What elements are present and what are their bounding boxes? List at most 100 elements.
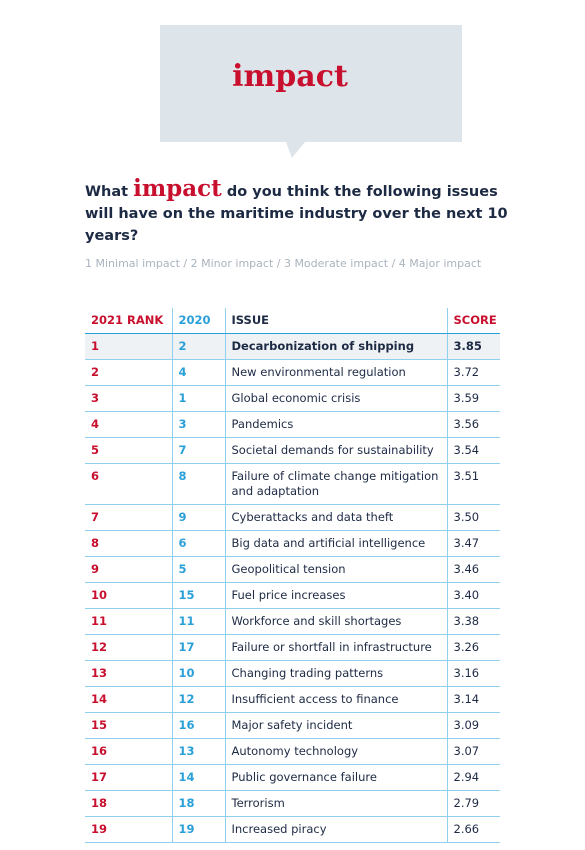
issue-cell: Societal demands for sustainability [224,437,447,464]
table-row: 2 4 New environmental regulation 3.72 [85,359,500,386]
score-cell: 3.26 [446,634,500,661]
issue-cell: Changing trading patterns [224,660,447,687]
issue-cell: Failure of climate change mitigation and… [224,463,447,505]
issue-cell: Big data and artificial intelligence [224,530,447,557]
header-rank-2021: 2021 RANK [85,308,172,334]
issue-cell: Autonomy technology [224,738,447,765]
issue-cell: Insufficient access to finance [224,686,447,713]
rank-2021-cell: 1 [85,333,172,360]
rank-2021-cell: 3 [85,385,172,412]
table-row: 18 18 Terrorism 2.79 [85,790,500,817]
table-row: 3 1 Global economic crisis 3.59 [85,385,500,412]
rank-2020-cell: 16 [171,712,225,739]
rank-2021-cell: 15 [85,712,172,739]
bubble-shape [160,25,462,158]
score-cell: 3.46 [446,556,500,583]
score-cell: 2.66 [446,816,500,843]
rank-2021-cell: 10 [85,582,172,609]
score-cell: 3.40 [446,582,500,609]
rank-2020-cell: 17 [171,634,225,661]
rank-2021-cell: 6 [85,463,172,505]
rank-2020-cell: 10 [171,660,225,687]
bubble-word: impact [232,59,348,94]
issue-cell: Geopolitical tension [224,556,447,583]
table-row: 9 5 Geopolitical tension 3.46 [85,556,500,583]
ranking-table: 2021 RANK 2020 ISSUE SCORE 1 2 Decarbonizatio… [85,308,500,843]
header-issue: ISSUE [224,308,447,334]
rank-2021-cell: 16 [85,738,172,765]
table-row: 8 6 Big data and artificial intelligence 3.… [85,530,500,557]
rank-2020-cell: 12 [171,686,225,713]
table-row: 5 7 Societal demands for sustainability 3.5… [85,437,500,464]
table-row: 6 8 Failure of climate change mitigation a… [85,463,500,505]
header-score: SCORE [446,308,500,334]
rank-2020-cell: 9 [171,504,225,531]
rank-2021-cell: 8 [85,530,172,557]
issue-cell: Terrorism [224,790,447,817]
score-cell: 3.85 [446,333,500,360]
scale-legend: 1 Minimal impact / 2 Minor impact / 3 Mo… [85,257,482,270]
score-cell: 3.51 [446,463,500,505]
score-cell: 3.72 [446,359,500,386]
rank-2021-cell: 4 [85,411,172,438]
table-row: 10 15 Fuel price increases 3.40 [85,582,500,609]
rank-2020-cell: 7 [171,437,225,464]
rank-2020-cell: 19 [171,816,225,843]
score-cell: 3.59 [446,385,500,412]
rank-2021-cell: 2 [85,359,172,386]
score-cell: 3.14 [446,686,500,713]
rank-2021-cell: 17 [85,764,172,791]
score-cell: 3.54 [446,437,500,464]
issue-cell: New environmental regulation [224,359,447,386]
rank-2020-cell: 18 [171,790,225,817]
score-cell: 3.47 [446,530,500,557]
rank-2020-cell: 3 [171,411,225,438]
table-row: 14 12 Insufficient access to finance 3.14 [85,686,500,713]
table-row: 7 9 Cyberattacks and data theft 3.50 [85,504,500,531]
rank-2021-cell: 18 [85,790,172,817]
score-cell: 3.09 [446,712,500,739]
score-cell: 3.56 [446,411,500,438]
rank-2020-cell: 4 [171,359,225,386]
issue-cell: Failure or shortfall in infrastructure [224,634,447,661]
score-cell: 3.16 [446,660,500,687]
table-row: 12 17 Failure or shortfall in infrastructu… [85,634,500,661]
table-row: 15 16 Major safety incident 3.09 [85,712,500,739]
table-row: 4 3 Pandemics 3.56 [85,411,500,438]
rank-2020-cell: 15 [171,582,225,609]
rank-2020-cell: 14 [171,764,225,791]
question-prefix: What [85,184,129,200]
rank-2020-cell: 1 [171,385,225,412]
rank-2020-cell: 8 [171,463,225,505]
issue-cell: Workforce and skill shortages [224,608,447,635]
score-cell: 3.07 [446,738,500,765]
speech-bubble: impact [160,25,462,158]
issue-cell: Increased piracy [224,816,447,843]
table-row: 1 2 Decarbonization of shipping 3.85 [85,333,500,360]
rank-2021-cell: 5 [85,437,172,464]
score-cell: 3.38 [446,608,500,635]
rank-2020-cell: 13 [171,738,225,765]
issue-cell: Public governance failure [224,764,447,791]
rank-2020-cell: 2 [171,333,225,360]
table-row: 19 19 Increased piracy 2.66 [85,816,500,843]
rank-2021-cell: 7 [85,504,172,531]
rank-2020-cell: 6 [171,530,225,557]
issue-cell: Major safety incident [224,712,447,739]
table-row: 13 10 Changing trading patterns 3.16 [85,660,500,687]
issue-cell: Decarbonization of shipping [224,333,447,360]
rank-2021-cell: 9 [85,556,172,583]
question-emphasis: impact [133,175,222,202]
rank-2020-cell: 5 [171,556,225,583]
score-cell: 2.79 [446,790,500,817]
question: What impact do you think the following i… [85,175,525,247]
question-rest: do you think the following issues will h… [85,184,508,244]
rank-2021-cell: 14 [85,686,172,713]
issue-cell: Fuel price increases [224,582,447,609]
issue-cell: Pandemics [224,411,447,438]
header-rank-2020: 2020 [171,308,225,334]
score-cell: 2.94 [446,764,500,791]
table-row: 17 14 Public governance failure 2.94 [85,764,500,791]
issue-cell: Cyberattacks and data theft [224,504,447,531]
